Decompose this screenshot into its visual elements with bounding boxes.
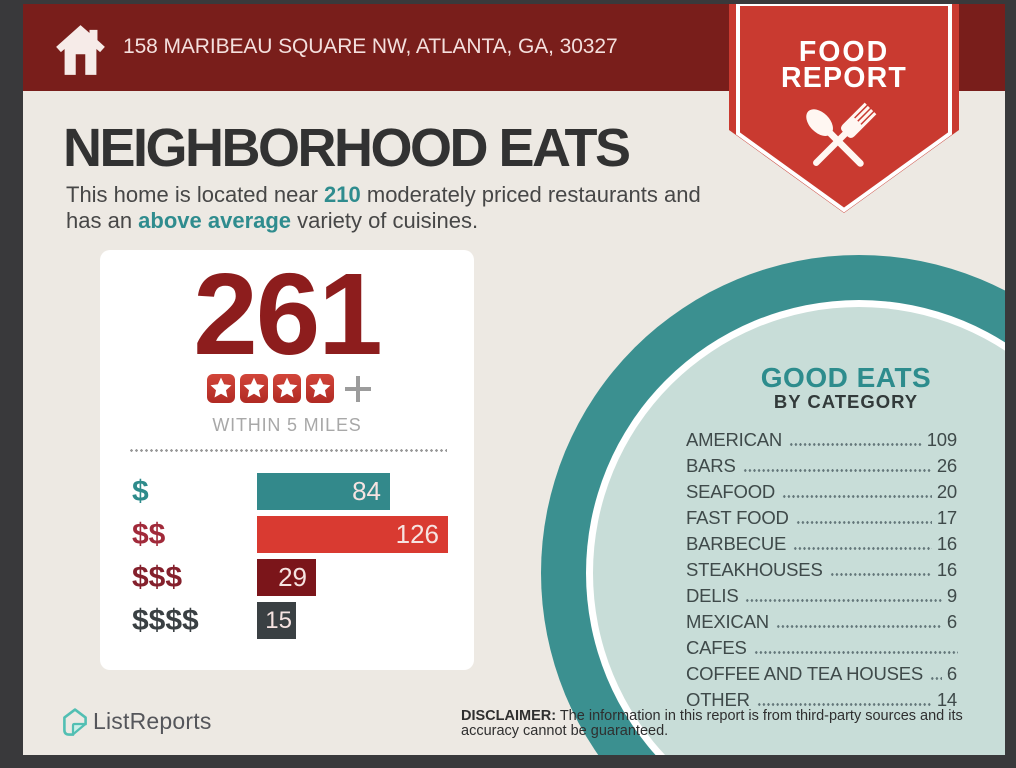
svg-text:REPORT: REPORT — [781, 62, 907, 94]
svg-text:FOOD: FOOD — [799, 36, 889, 68]
